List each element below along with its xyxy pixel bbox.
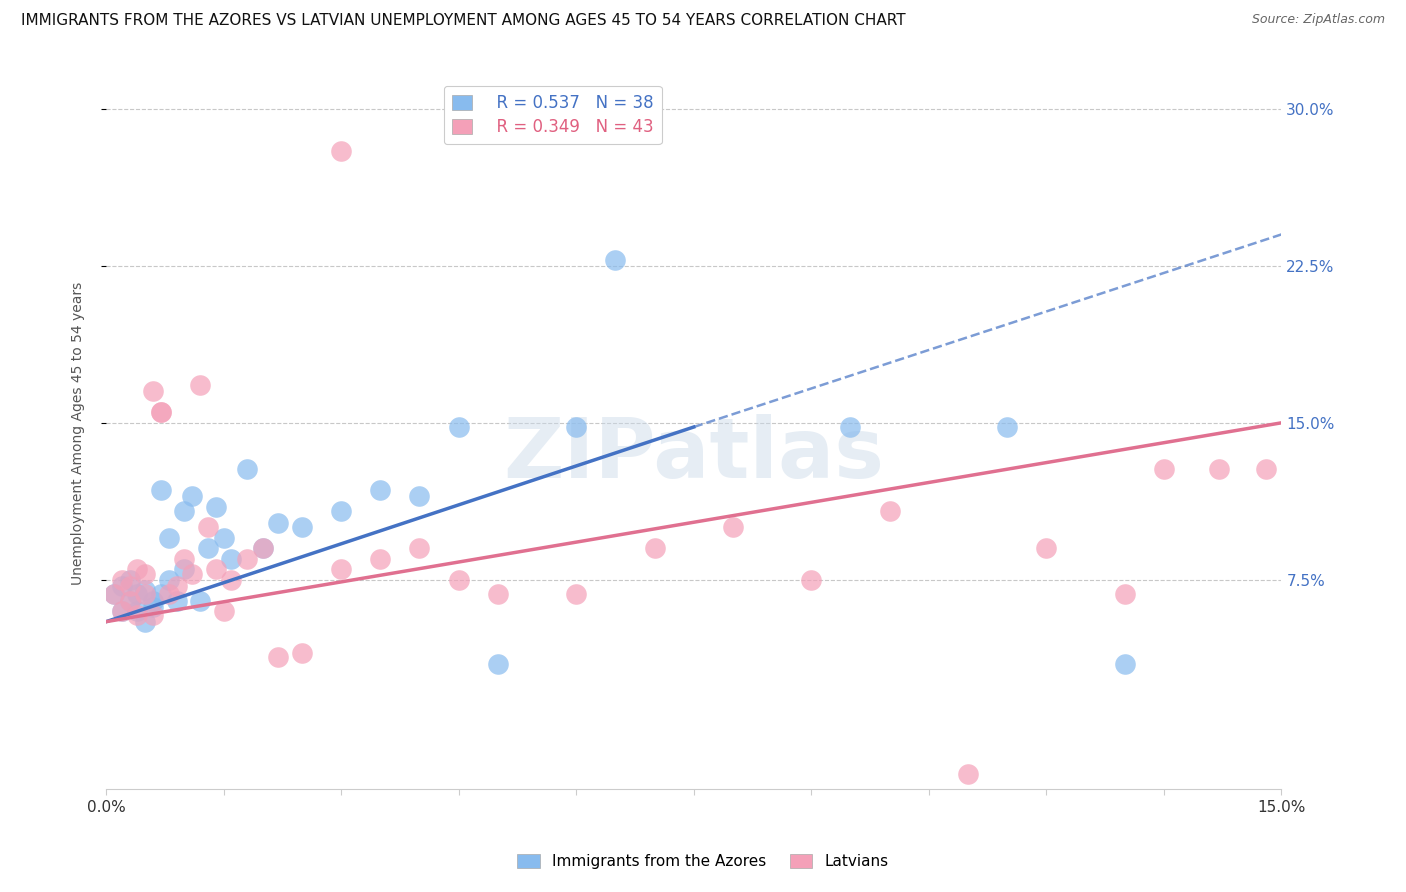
Point: [1254, 462, 1277, 476]
Point: [197, 520, 219, 534]
Point: [267, 650, 290, 665]
Point: [408, 489, 430, 503]
Point: [111, 573, 134, 587]
Point: [1208, 462, 1230, 476]
Point: [166, 579, 188, 593]
Point: [134, 583, 156, 598]
Point: [111, 604, 134, 618]
Point: [197, 541, 219, 556]
Point: [118, 593, 141, 607]
Point: [1035, 541, 1057, 556]
Point: [127, 562, 149, 576]
Point: [212, 531, 235, 545]
Point: [157, 587, 180, 601]
Point: [330, 562, 353, 576]
Legend:   R = 0.537   N = 38,   R = 0.349   N = 43: R = 0.537 N = 38, R = 0.349 N = 43: [444, 86, 661, 145]
Point: [181, 566, 204, 581]
Point: [188, 378, 211, 392]
Point: [486, 587, 509, 601]
Point: [995, 420, 1018, 434]
Point: [1114, 657, 1136, 671]
Point: [236, 552, 259, 566]
Point: [565, 587, 588, 601]
Point: [173, 562, 195, 576]
Point: [721, 520, 744, 534]
Point: [800, 573, 823, 587]
Point: [142, 384, 165, 399]
Point: [368, 552, 391, 566]
Point: [252, 541, 274, 556]
Point: [173, 504, 195, 518]
Point: [1153, 462, 1175, 476]
Point: [181, 489, 204, 503]
Point: [149, 405, 172, 419]
Point: [103, 587, 125, 601]
Point: [142, 608, 165, 623]
Point: [291, 646, 314, 660]
Point: [166, 593, 188, 607]
Point: [291, 520, 314, 534]
Point: [188, 593, 211, 607]
Point: [127, 604, 149, 618]
Point: [879, 504, 901, 518]
Point: [111, 604, 134, 618]
Point: [330, 504, 353, 518]
Point: [118, 579, 141, 593]
Point: [134, 615, 156, 629]
Point: [127, 587, 149, 601]
Point: [252, 541, 274, 556]
Point: [565, 420, 588, 434]
Point: [149, 405, 172, 419]
Point: [330, 144, 353, 158]
Point: [408, 541, 430, 556]
Point: [204, 562, 226, 576]
Text: Source: ZipAtlas.com: Source: ZipAtlas.com: [1251, 13, 1385, 27]
Point: [221, 573, 243, 587]
Point: [605, 252, 627, 267]
Legend: Immigrants from the Azores, Latvians: Immigrants from the Azores, Latvians: [512, 848, 894, 875]
Text: IMMIGRANTS FROM THE AZORES VS LATVIAN UNEMPLOYMENT AMONG AGES 45 TO 54 YEARS COR: IMMIGRANTS FROM THE AZORES VS LATVIAN UN…: [21, 13, 905, 29]
Point: [149, 587, 172, 601]
Point: [236, 462, 259, 476]
Point: [134, 587, 156, 601]
Point: [839, 420, 862, 434]
Point: [142, 593, 165, 607]
Point: [103, 587, 125, 601]
Point: [212, 604, 235, 618]
Point: [118, 593, 141, 607]
Point: [221, 552, 243, 566]
Point: [1114, 587, 1136, 601]
Point: [157, 531, 180, 545]
Point: [447, 420, 470, 434]
Point: [127, 608, 149, 623]
Point: [134, 566, 156, 581]
Point: [142, 600, 165, 615]
Point: [157, 573, 180, 587]
Point: [644, 541, 666, 556]
Point: [447, 573, 470, 587]
Point: [368, 483, 391, 497]
Text: ZIPatlas: ZIPatlas: [503, 414, 884, 495]
Y-axis label: Unemployment Among Ages 45 to 54 years: Unemployment Among Ages 45 to 54 years: [72, 282, 86, 585]
Point: [173, 552, 195, 566]
Point: [486, 657, 509, 671]
Point: [204, 500, 226, 514]
Point: [956, 767, 979, 781]
Point: [118, 573, 141, 587]
Point: [149, 483, 172, 497]
Point: [111, 579, 134, 593]
Point: [267, 516, 290, 531]
